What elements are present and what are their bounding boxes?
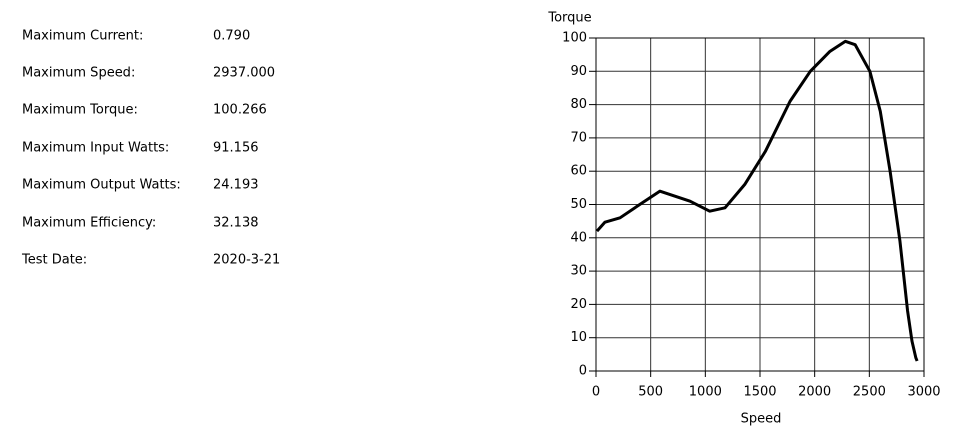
y-tick-label: 70 bbox=[570, 130, 587, 145]
y-tick-label: 10 bbox=[570, 330, 587, 345]
stat-label: Maximum Speed: bbox=[22, 66, 135, 81]
x-tick-label: 0 bbox=[592, 385, 600, 400]
y-tick-label: 50 bbox=[570, 197, 587, 212]
stat-value: 100.266 bbox=[213, 103, 267, 118]
stat-label: Maximum Output Watts: bbox=[22, 178, 181, 193]
y-tick-label: 30 bbox=[570, 264, 587, 279]
x-tick-label: 3000 bbox=[907, 385, 940, 400]
x-tick-label: 2500 bbox=[853, 385, 886, 400]
x-tick-label: 500 bbox=[638, 385, 663, 400]
y-tick-label: 60 bbox=[570, 164, 587, 179]
stat-label: Test Date: bbox=[21, 253, 87, 268]
stat-label: Maximum Current: bbox=[22, 29, 143, 44]
y-tick-label: 100 bbox=[562, 31, 587, 46]
stat-value: 32.138 bbox=[213, 216, 259, 231]
plot-frame bbox=[595, 37, 925, 372]
stat-value: 0.790 bbox=[213, 29, 250, 44]
y-tick-label: 40 bbox=[570, 230, 587, 245]
stat-label: Maximum Torque: bbox=[22, 103, 138, 118]
stat-value: 2020-3-21 bbox=[213, 253, 280, 268]
stat-value: 2937.000 bbox=[213, 66, 275, 81]
x-tick-label: 1000 bbox=[689, 385, 722, 400]
stat-label: Maximum Efficiency: bbox=[22, 216, 156, 231]
x-tick-label: 1500 bbox=[743, 385, 776, 400]
x-axis-label: Speed bbox=[741, 412, 782, 427]
y-tick-label: 80 bbox=[570, 97, 587, 112]
stat-value: 24.193 bbox=[213, 178, 259, 193]
y-axis-label: Torque bbox=[547, 11, 591, 26]
y-tick-label: 90 bbox=[570, 64, 587, 79]
y-tick-label: 20 bbox=[570, 297, 587, 312]
stat-value: 91.156 bbox=[213, 141, 259, 156]
stat-label: Maximum Input Watts: bbox=[22, 141, 169, 156]
data-line bbox=[595, 39, 919, 362]
x-tick-label: 2000 bbox=[798, 385, 831, 400]
y-tick-label: 0 bbox=[579, 364, 587, 379]
